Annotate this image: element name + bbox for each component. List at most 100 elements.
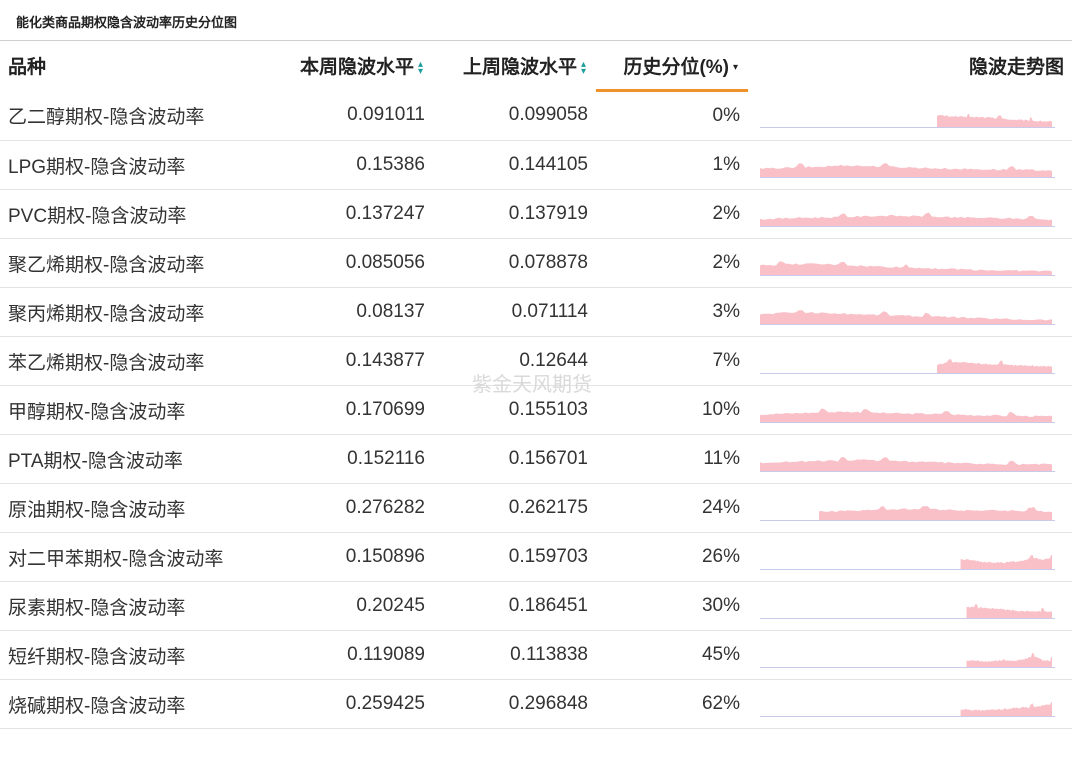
table-row: PVC期权-隐含波动率 0.137247 0.137919 2% xyxy=(0,189,1072,239)
column-header-percentile[interactable]: 历史分位(%) ▾ xyxy=(596,40,748,92)
cell-name: 原油期权-隐含波动率 xyxy=(0,483,270,533)
cell-this-week: 0.170699 xyxy=(270,385,433,435)
watermark-text: 紫金天风期货 xyxy=(472,374,592,396)
cell-trend xyxy=(748,238,1072,288)
cell-last-week: 0.186451 xyxy=(433,581,596,631)
sparkline-area xyxy=(966,604,1052,618)
sparkline-chart xyxy=(760,408,1055,423)
column-header-trend: 隐波走势图 xyxy=(968,57,1064,79)
cell-percentile: 62% xyxy=(596,679,748,729)
cell-trend xyxy=(748,287,1072,337)
table-row: 尿素期权-隐含波动率 0.20245 0.186451 30% xyxy=(0,581,1072,631)
cell-percentile: 45% xyxy=(596,630,748,680)
iv-percentile-table: 品种 本周隐波水平 ▴ ▾ 上周隐波水平 ▴ ▾ 历史分位(%) ▾ 隐波走势图 乙二醇期… xyxy=(0,40,1072,729)
cell-trend xyxy=(748,532,1072,582)
cell-this-week: 0.20245 xyxy=(270,581,433,631)
sparkline-chart xyxy=(760,310,1055,325)
cell-percentile: 26% xyxy=(596,532,748,582)
cell-name: 苯乙烯期权-隐含波动率 xyxy=(0,336,270,386)
sparkline-chart xyxy=(760,113,1055,129)
cell-this-week: 0.276282 xyxy=(270,483,433,533)
sparkline-area xyxy=(760,310,1052,324)
cell-trend xyxy=(748,581,1072,631)
column-header-name: 品种 xyxy=(8,57,47,79)
cell-this-week: 0.08137 xyxy=(270,287,433,337)
sparkline-area xyxy=(760,212,1052,226)
sparkline-chart xyxy=(760,457,1055,472)
page-title: 能化类商品期权隐含波动率历史分位图 xyxy=(16,16,238,31)
table-row: 聚乙烯期权-隐含波动率 0.085056 0.078878 2% xyxy=(0,238,1072,288)
sort-icon[interactable]: ▴ ▾ xyxy=(417,59,424,78)
cell-trend xyxy=(748,90,1072,141)
cell-trend xyxy=(748,483,1072,533)
sparkline-chart xyxy=(760,702,1055,717)
cell-name: PVC期权-隐含波动率 xyxy=(0,189,270,239)
sparkline-area xyxy=(960,555,1052,569)
cell-last-week: 0.078878 xyxy=(433,238,596,288)
cell-trend xyxy=(748,630,1072,680)
cell-this-week: 0.150896 xyxy=(270,532,433,582)
cell-name: 聚乙烯期权-隐含波动率 xyxy=(0,238,270,288)
sparkline-chart xyxy=(760,506,1055,521)
cell-name: PTA期权-隐含波动率 xyxy=(0,434,270,484)
table-body: 乙二醇期权-隐含波动率 0.091011 0.099058 0% LPG期权-隐含波动率… xyxy=(0,90,1072,729)
cell-last-week: 0.113838 xyxy=(433,630,596,680)
sparkline-chart xyxy=(760,261,1055,276)
sparkline-area xyxy=(760,457,1052,471)
sparkline-chart xyxy=(760,604,1055,619)
column-header-last-week[interactable]: 上周隐波水平 ▴ ▾ xyxy=(462,57,587,79)
cell-last-week: 0.137919 xyxy=(433,189,596,239)
cell-this-week: 0.085056 xyxy=(270,238,433,288)
sparkline-area xyxy=(937,359,1052,373)
cell-trend xyxy=(748,189,1072,239)
cell-this-week: 0.137247 xyxy=(270,189,433,239)
table-row: 原油期权-隐含波动率 0.276282 0.262175 24% xyxy=(0,483,1072,533)
cell-this-week: 0.152116 xyxy=(270,434,433,484)
sort-descending-icon[interactable]: ▾ xyxy=(732,61,739,73)
column-header-this-week[interactable]: 本周隐波水平 ▴ ▾ xyxy=(299,57,424,79)
cell-percentile: 0% xyxy=(596,90,748,141)
table-row: 苯乙烯期权-隐含波动率 0.143877 0.12644 7% xyxy=(0,336,1072,386)
cell-percentile: 30% xyxy=(596,581,748,631)
sparkline-area xyxy=(760,408,1052,422)
sparkline-area xyxy=(937,113,1052,128)
table-header-row: 品种 本周隐波水平 ▴ ▾ 上周隐波水平 ▴ ▾ 历史分位(%) ▾ 隐波走势图 xyxy=(0,40,1072,92)
sparkline-area xyxy=(760,261,1052,275)
cell-percentile: 1% xyxy=(596,140,748,190)
table-row: 对二甲苯期权-隐含波动率 0.150896 0.159703 26% xyxy=(0,532,1072,582)
cell-this-week: 0.119089 xyxy=(270,630,433,680)
sparkline-chart xyxy=(760,555,1055,570)
table-row: PTA期权-隐含波动率 0.152116 0.156701 11% xyxy=(0,434,1072,484)
cell-this-week: 0.143877 xyxy=(270,336,433,386)
cell-last-week: 0.155103 xyxy=(433,385,596,435)
table-row: 乙二醇期权-隐含波动率 0.091011 0.099058 0% xyxy=(0,90,1072,141)
cell-name: 乙二醇期权-隐含波动率 xyxy=(0,90,270,141)
cell-name: 尿素期权-隐含波动率 xyxy=(0,581,270,631)
sparkline-chart xyxy=(760,212,1055,227)
cell-name: LPG期权-隐含波动率 xyxy=(0,140,270,190)
cell-last-week: 0.12644 xyxy=(433,336,596,386)
sparkline-area xyxy=(760,163,1052,177)
cell-name: 聚丙烯期权-隐含波动率 xyxy=(0,287,270,337)
sparkline-chart xyxy=(760,163,1055,178)
cell-percentile: 7% xyxy=(596,336,748,386)
cell-percentile: 2% xyxy=(596,238,748,288)
sort-icon[interactable]: ▴ ▾ xyxy=(580,59,587,78)
cell-last-week: 0.099058 xyxy=(433,90,596,141)
cell-last-week: 0.071114 xyxy=(433,287,596,337)
cell-name: 短纤期权-隐含波动率 xyxy=(0,630,270,680)
cell-name: 甲醇期权-隐含波动率 xyxy=(0,385,270,435)
cell-name: 烧碱期权-隐含波动率 xyxy=(0,679,270,729)
sparkline-area xyxy=(966,653,1052,667)
table-row: 甲醇期权-隐含波动率 0.170699 0.155103 10% xyxy=(0,385,1072,435)
table-row: 短纤期权-隐含波动率 0.119089 0.113838 45% xyxy=(0,630,1072,680)
sparkline-chart xyxy=(760,653,1055,668)
cell-last-week: 0.156701 xyxy=(433,434,596,484)
cell-percentile: 3% xyxy=(596,287,748,337)
cell-percentile: 10% xyxy=(596,385,748,435)
cell-this-week: 0.091011 xyxy=(270,90,433,141)
cell-percentile: 2% xyxy=(596,189,748,239)
cell-trend xyxy=(748,336,1072,386)
cell-last-week: 0.262175 xyxy=(433,483,596,533)
cell-last-week: 0.144105 xyxy=(433,140,596,190)
